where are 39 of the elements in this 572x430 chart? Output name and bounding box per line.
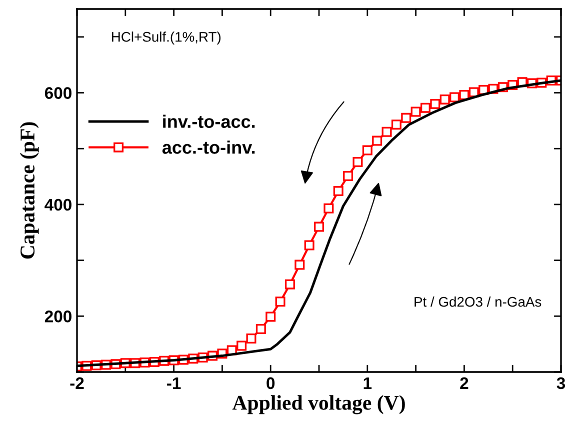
y-tick-label: 600 [44,87,72,99]
point [304,240,314,250]
y-axis-title: Capatance (pF) [20,122,39,259]
x-tick-label: -2 [70,377,84,389]
point [420,102,430,113]
point [275,296,286,307]
point [236,340,247,351]
point [382,126,392,137]
point [430,98,440,109]
point [372,136,382,146]
point [410,106,421,117]
x-tick-label: 0 [266,377,275,390]
point [333,186,344,196]
x-tick-label: 2 [460,377,468,389]
annotation: HCl+Sulf.(1%,RT) [112,32,221,45]
point [362,145,372,156]
x-tick-label: -1 [167,377,181,389]
annotation: Pt / Gd2O3 / n-GaAs [414,296,542,307]
point [401,112,412,123]
point [324,203,334,214]
point [450,92,460,102]
point [352,157,363,168]
point [343,170,354,181]
x-tick-label: 1 [364,377,372,389]
legend-label: acc.-to-inv. [162,140,255,154]
point [266,312,276,322]
point [294,260,305,270]
point [314,222,324,232]
point [391,120,402,130]
point [256,324,266,334]
point [440,94,450,104]
point [284,279,295,290]
y-tick-label: 200 [44,310,72,322]
legend-label: inv.-to-acc. [163,114,255,128]
point [246,333,256,344]
point [459,90,470,100]
x-tick-label: 3 [556,377,566,390]
x-axis-title: Applied voltage (V) [232,395,405,414]
y-tick-label: 400 [44,198,72,211]
